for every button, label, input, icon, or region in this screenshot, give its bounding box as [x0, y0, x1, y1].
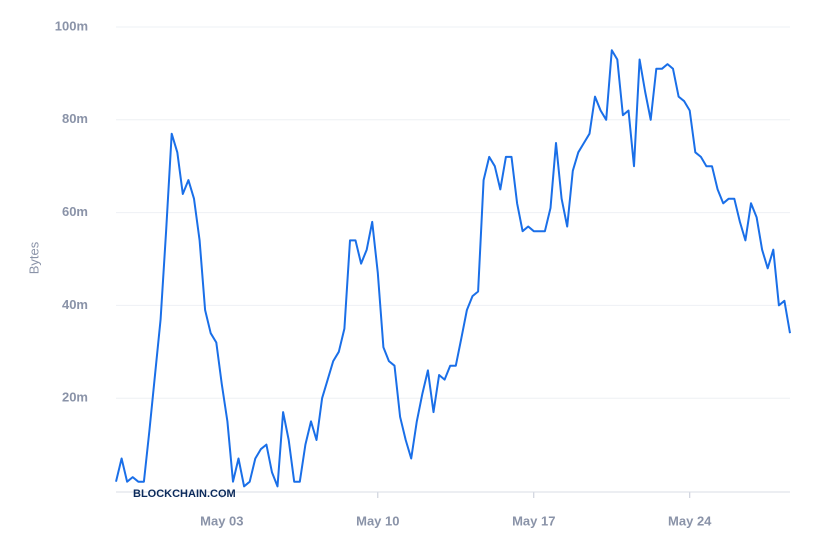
x-tick-label: May 24 [668, 513, 712, 528]
y-tick-label: 80m [62, 111, 88, 126]
x-tick-label: May 03 [200, 513, 243, 528]
y-tick-label: 20m [62, 390, 88, 405]
y-tick-label: 100m [55, 18, 88, 33]
watermark: BLOCKCHAIN.COM [133, 488, 236, 500]
data-line [115, 49, 791, 488]
x-tick-label: May 10 [356, 513, 399, 528]
y-tick-label: 60m [62, 204, 88, 219]
y-axis-label: Bytes [26, 241, 41, 274]
y-tick-label: 40m [62, 297, 88, 312]
x-tick-label: May 17 [512, 513, 555, 528]
